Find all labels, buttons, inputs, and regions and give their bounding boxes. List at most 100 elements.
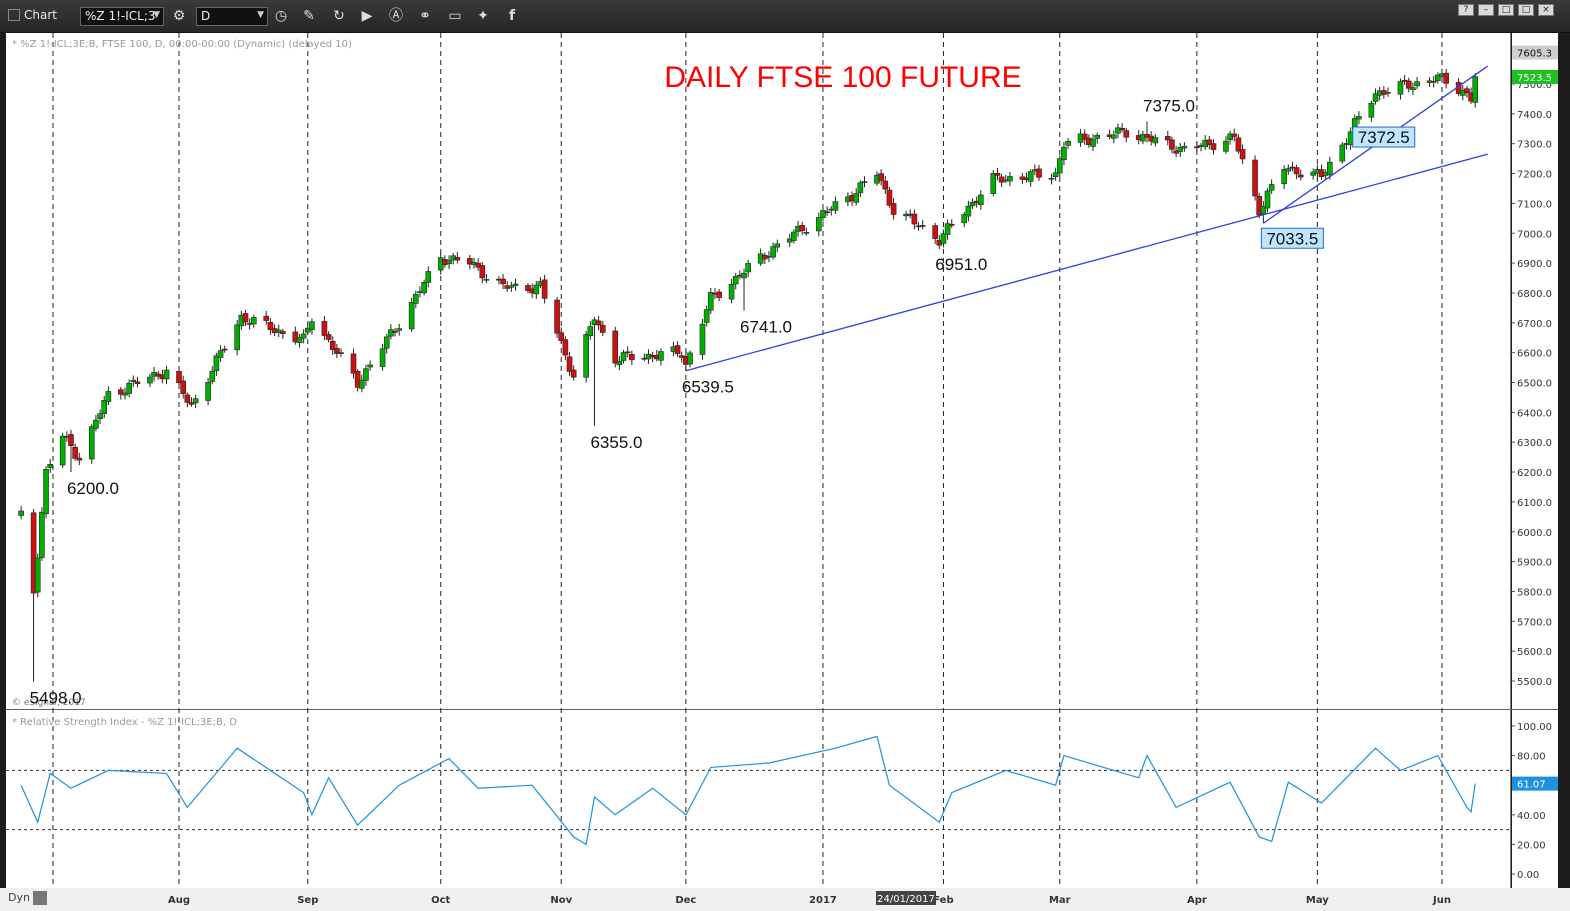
candle-body: [184, 394, 191, 403]
price-callout-box: [1260, 227, 1324, 249]
candle-body: [383, 336, 390, 349]
candle-body: [570, 369, 577, 378]
candle-body: [479, 265, 486, 279]
candle-body: [338, 352, 344, 354]
twitter-icon[interactable]: ✦: [477, 8, 489, 24]
candle-body: [1356, 116, 1362, 120]
candle-body: [1235, 137, 1242, 152]
trendline[interactable]: [685, 153, 1488, 372]
candle-body: [587, 326, 594, 336]
candle-body: [1177, 146, 1184, 152]
dyn-label[interactable]: Dyn: [8, 891, 30, 904]
candle-body: [309, 321, 315, 330]
restore-button[interactable]: □: [1518, 4, 1534, 16]
candle-body: [890, 203, 897, 215]
price-tick-label: 7000.0: [1517, 229, 1552, 240]
watermark: © eSignal, 2017: [12, 698, 86, 708]
candle-body: [500, 278, 506, 285]
symbol-input[interactable]: %Z 1!-ICL;3 ▼: [80, 7, 164, 26]
candle-body: [321, 321, 328, 336]
candle-body: [583, 334, 589, 378]
candle-body: [1430, 81, 1437, 83]
candle-body: [716, 291, 722, 298]
candle-body: [616, 360, 623, 366]
alert-icon[interactable]: Ⓐ: [389, 8, 403, 24]
candle-body: [363, 368, 369, 381]
candle-body: [932, 225, 938, 239]
price-tick-label: 5500.0: [1517, 677, 1552, 688]
candle-body: [134, 381, 141, 384]
candle-body: [1385, 92, 1391, 94]
high-price-tag-box: [1512, 45, 1558, 60]
candle-body: [250, 317, 257, 325]
candle-body: [1397, 81, 1404, 95]
candle-body: [878, 173, 884, 181]
candle-body: [969, 201, 976, 207]
candle-body: [1256, 196, 1262, 216]
candle-body: [745, 263, 751, 273]
candle-body: [413, 293, 419, 304]
price-tags: 7605.3 7523.5 61.07: [1512, 45, 1558, 791]
candle-body: [853, 193, 860, 203]
close-button[interactable]: ×: [1538, 4, 1554, 16]
candle-body: [508, 285, 515, 288]
month-label: Mar: [1049, 895, 1071, 906]
candle-body: [1210, 143, 1217, 150]
interval-input[interactable]: D ▼: [196, 7, 268, 26]
price-tick-label: 7300.0: [1517, 140, 1552, 151]
chevron-down-icon[interactable]: ▼: [153, 10, 160, 20]
price-callout-label: 7033.5: [1266, 229, 1318, 248]
month-label: 2017: [809, 895, 837, 906]
price-tick-label: 6600.0: [1517, 349, 1552, 360]
maximize-button[interactable]: □: [1498, 4, 1514, 16]
candle-body: [1231, 133, 1238, 137]
price-tick-label: 6400.0: [1517, 408, 1552, 419]
refresh-icon[interactable]: ↻: [333, 8, 345, 24]
price-tick-label: 6300.0: [1517, 438, 1552, 449]
candle-body: [105, 391, 112, 402]
chevron-down-icon[interactable]: ▼: [257, 10, 264, 20]
candle-body: [1152, 137, 1159, 144]
candle-body: [213, 355, 220, 371]
price-annotation-label: 6951.0: [935, 255, 987, 274]
price-callout-label: 7372.5: [1358, 128, 1410, 147]
price-tick-label: 7200.0: [1517, 170, 1552, 181]
axis-border: [1510, 33, 1511, 888]
candle-body: [1090, 139, 1096, 147]
time-axis-labels: Aug Sep Oct Nov Dec 2017 Feb Mar Apr May Jun: [168, 895, 1451, 906]
price-annotation-label: 6355.0: [590, 433, 642, 452]
price-tick-label: 5600.0: [1517, 647, 1552, 658]
comment-icon[interactable]: ▭: [448, 8, 462, 24]
pencil-icon[interactable]: ✎: [303, 8, 315, 24]
candle-body: [620, 352, 627, 361]
candle-body: [994, 173, 1001, 176]
play-icon[interactable]: ▶: [361, 8, 373, 24]
grip-icon[interactable]: [8, 9, 20, 21]
candle-body: [1110, 134, 1117, 139]
settings-icon[interactable]: ⚙: [172, 8, 186, 24]
candle-body: [1260, 206, 1267, 214]
minimize-button[interactable]: –: [1478, 4, 1494, 16]
candle-body: [820, 210, 826, 218]
help-button[interactable]: ?: [1458, 4, 1474, 16]
candle-body: [1123, 130, 1130, 138]
symbol-value: %Z 1!-ICL;3: [85, 9, 156, 23]
candle-body: [554, 299, 560, 334]
candle-body: [1293, 167, 1300, 175]
candle-body: [1264, 190, 1271, 209]
candle-body: [1368, 102, 1375, 118]
facebook-icon[interactable]: f: [508, 8, 516, 24]
candle-body: [558, 332, 565, 341]
interval-value: D: [201, 9, 211, 23]
candle-body: [205, 382, 211, 401]
clock-icon[interactable]: ◷: [274, 8, 288, 24]
scroll-button[interactable]: [33, 891, 47, 905]
candle-body: [425, 271, 432, 283]
candle-body: [911, 213, 918, 225]
candle-body: [408, 301, 415, 330]
month-label: Jun: [1432, 895, 1451, 906]
candle-body: [1414, 81, 1420, 87]
candlestick-series: [18, 68, 1479, 682]
link-icon[interactable]: ⚭: [419, 8, 431, 24]
